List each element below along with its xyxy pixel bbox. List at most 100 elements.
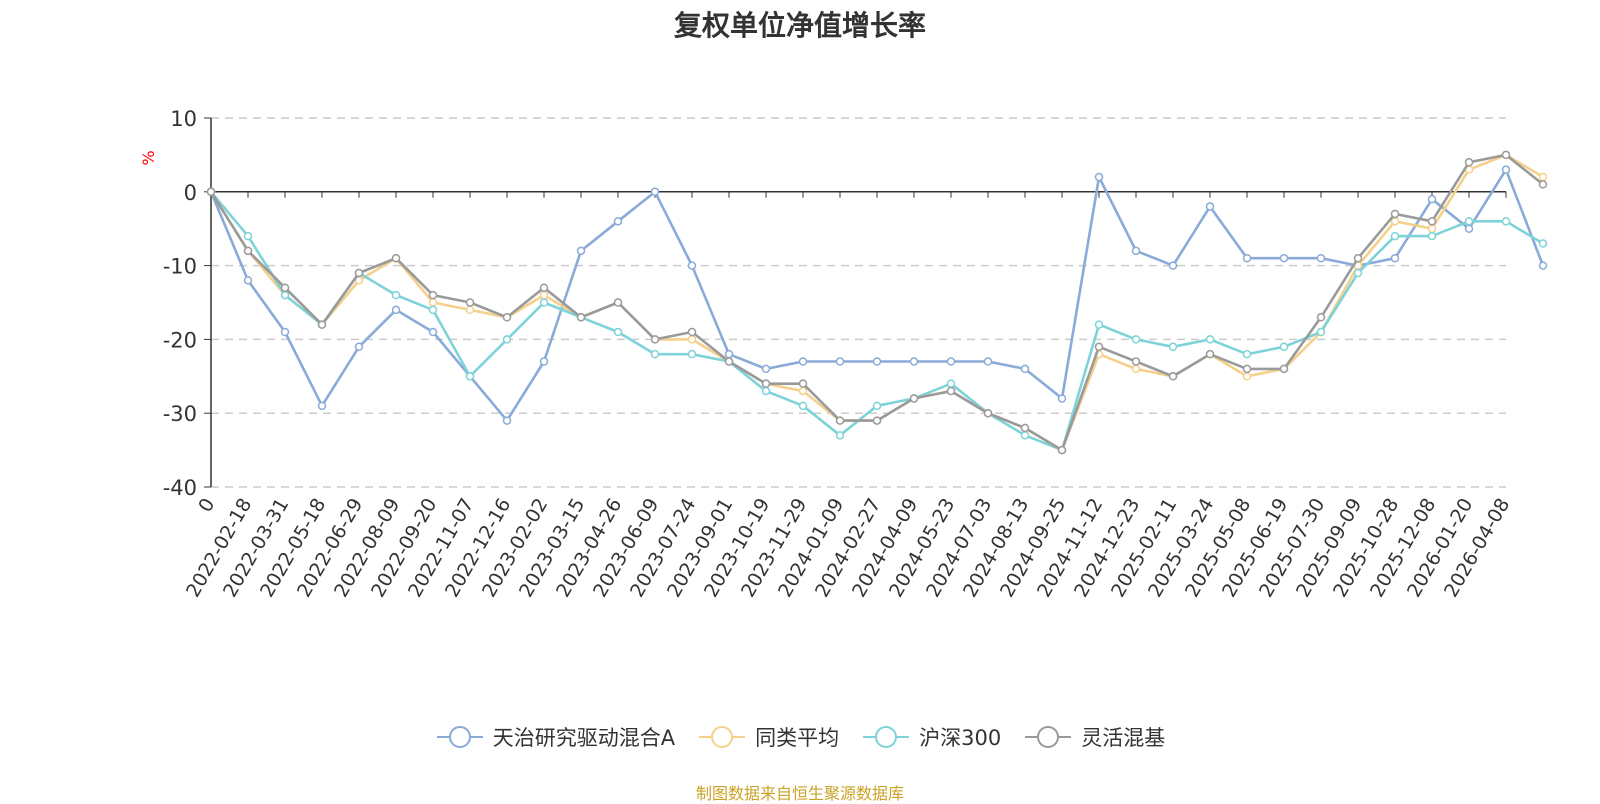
y-tick-label: -20 — [163, 328, 197, 352]
series-line — [210, 190, 1544, 452]
data-point — [798, 401, 808, 411]
data-point — [576, 246, 586, 256]
data-point — [687, 335, 697, 344]
data-point — [391, 253, 401, 263]
legend-label: 天治研究驱动混合A — [492, 726, 676, 750]
data-point — [1242, 364, 1252, 374]
data-point — [1316, 327, 1326, 337]
data-point — [1538, 239, 1548, 248]
data-point — [280, 327, 290, 337]
series-group — [206, 150, 1548, 455]
data-point — [354, 342, 364, 352]
y-tick-label: -10 — [163, 255, 197, 279]
data-point — [1020, 364, 1030, 374]
data-point — [1205, 202, 1215, 211]
data-point — [1316, 313, 1326, 322]
y-tick-label: -40 — [163, 476, 197, 500]
data-point — [1020, 431, 1030, 440]
y-axis-label: % — [139, 150, 158, 165]
legend-item[interactable]: 天治研究驱动混合A — [435, 722, 675, 752]
data-point — [1057, 445, 1067, 455]
data-point — [428, 290, 438, 300]
data-point — [1279, 364, 1289, 374]
data-point — [1390, 253, 1400, 263]
legend-item[interactable]: 灵活混基 — [1023, 722, 1165, 752]
data-point — [835, 416, 845, 425]
data-point — [1464, 224, 1474, 233]
data-point — [1094, 342, 1104, 352]
data-point — [687, 261, 697, 270]
data-point — [1353, 253, 1363, 263]
data-point — [835, 357, 845, 366]
data-point — [613, 217, 623, 226]
data-point — [391, 290, 401, 300]
y-tick-label: 0 — [184, 181, 197, 205]
data-point — [946, 357, 956, 366]
data-point — [1131, 357, 1141, 366]
data-point — [1057, 394, 1067, 403]
data-point — [761, 364, 771, 374]
data-point — [1094, 320, 1104, 329]
data-point — [502, 313, 512, 322]
data-point — [1501, 217, 1511, 226]
data-point — [539, 290, 549, 300]
data-point — [243, 246, 253, 256]
data-point — [613, 327, 623, 337]
data-point — [909, 357, 919, 366]
legend-swatch — [699, 726, 746, 748]
data-point — [1390, 209, 1400, 219]
data-point — [1131, 335, 1141, 344]
data-point — [650, 187, 660, 197]
data-point — [1390, 217, 1400, 226]
data-point — [872, 401, 882, 411]
data-point — [243, 276, 253, 285]
data-point — [1131, 364, 1141, 374]
data-point — [1390, 231, 1400, 241]
legend-item[interactable]: 沪深300 — [861, 722, 1001, 752]
data-point — [650, 335, 660, 344]
data-point — [835, 431, 845, 440]
data-point — [317, 401, 327, 411]
y-tick-label: -30 — [163, 402, 197, 426]
data-point — [872, 416, 882, 425]
data-point — [539, 283, 549, 292]
legend-label: 沪深300 — [919, 726, 1002, 750]
legend-swatch — [1025, 726, 1072, 748]
data-point — [1316, 253, 1326, 263]
data-point — [761, 379, 771, 388]
data-point — [1427, 231, 1437, 241]
data-point — [872, 357, 882, 366]
data-point — [243, 231, 253, 241]
data-point — [1538, 261, 1548, 270]
legend-label: 灵活混基 — [1081, 726, 1166, 750]
data-point — [1242, 349, 1252, 359]
data-point — [798, 379, 808, 388]
data-point — [1131, 246, 1141, 256]
data-point — [946, 386, 956, 396]
data-point — [354, 268, 364, 278]
data-point — [1538, 180, 1548, 189]
data-point — [909, 394, 919, 403]
data-point — [724, 349, 734, 359]
source-note: 制图数据来自恒生聚源数据库 — [695, 784, 904, 803]
data-point — [539, 298, 549, 307]
data-point — [1427, 224, 1437, 233]
data-point — [1464, 217, 1474, 226]
data-point — [465, 298, 475, 307]
legend-item[interactable]: 同类平均 — [697, 722, 839, 752]
data-point — [983, 357, 993, 366]
data-point — [687, 327, 697, 337]
data-point — [391, 305, 401, 315]
data-point — [428, 305, 438, 315]
data-point — [502, 416, 512, 425]
data-point — [1242, 372, 1252, 381]
data-point — [465, 372, 475, 381]
data-point — [1020, 423, 1030, 433]
data-point — [1464, 158, 1474, 167]
data-point — [206, 187, 216, 197]
data-point — [1501, 165, 1511, 174]
data-point — [428, 327, 438, 337]
data-point — [946, 379, 956, 388]
data-point — [428, 298, 438, 307]
data-point — [502, 335, 512, 344]
